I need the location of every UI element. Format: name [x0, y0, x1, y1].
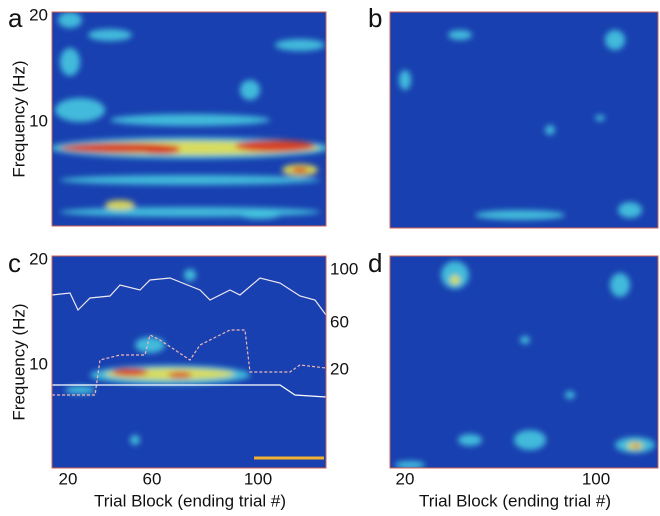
power-blob	[110, 114, 270, 126]
power-blob	[399, 70, 411, 90]
x-tick-label: 20	[396, 469, 415, 488]
power-blob	[595, 115, 605, 121]
power-blob	[65, 386, 95, 394]
power-blob	[88, 29, 132, 41]
y-tick-label: 10	[29, 111, 48, 130]
power-blob	[60, 207, 320, 217]
spectrogram	[52, 256, 326, 468]
power-blob	[112, 368, 148, 376]
power-blob	[184, 269, 196, 281]
spectrogram	[52, 12, 326, 226]
x-axis-label: Trial Block (ending trial #)	[94, 491, 286, 510]
x-tick-label: 60	[143, 469, 162, 488]
power-blob	[275, 39, 325, 51]
power-blob	[633, 444, 639, 448]
power-blob	[55, 98, 105, 122]
y-tick-label: 20	[29, 249, 48, 268]
spectrogram-power	[65, 269, 250, 445]
power-blob	[458, 434, 482, 446]
power-blob	[450, 275, 460, 285]
spectrogram-power	[399, 30, 642, 220]
panel-letter: c	[8, 248, 21, 278]
y-axis-label: Frequency (Hz)	[9, 303, 28, 420]
power-blob	[140, 146, 180, 154]
power-blob	[240, 80, 260, 100]
spectrogram	[390, 256, 658, 468]
panel-frame	[51, 255, 327, 469]
power-blob	[168, 372, 192, 378]
panel-frame	[389, 255, 659, 469]
power-blob	[545, 125, 555, 135]
power-blob	[514, 430, 546, 450]
panel-letter: a	[8, 3, 23, 33]
spectrogram-power	[52, 12, 326, 219]
power-blob	[292, 167, 308, 173]
spectrogram	[390, 12, 658, 228]
power-blob	[475, 210, 565, 220]
overlay-line	[52, 329, 326, 396]
power-blob	[395, 461, 425, 468]
x-tick-label: 100	[582, 469, 610, 488]
spectrogram-background	[52, 256, 326, 468]
y-tick-label: 10	[29, 354, 48, 373]
spectrogram-power	[395, 261, 655, 468]
right-tick-label: 60	[330, 312, 349, 331]
x-tick-label: 100	[244, 469, 272, 488]
power-blob	[240, 211, 280, 219]
power-blob	[565, 391, 575, 399]
panel-letter: b	[368, 3, 382, 33]
power-blob	[448, 30, 472, 40]
power-blob	[605, 30, 625, 50]
panel-frame	[389, 11, 659, 229]
power-blob	[130, 435, 140, 445]
power-blob	[135, 337, 165, 353]
power-blob	[235, 140, 315, 152]
panel-letter: d	[368, 248, 382, 278]
y-axis-label: Frequency (Hz)	[9, 60, 28, 177]
power-blob	[105, 200, 135, 210]
overlay-line	[52, 384, 326, 398]
power-blob	[520, 336, 530, 344]
panel-frame	[51, 11, 327, 227]
power-blob	[618, 202, 642, 218]
x-axis-label: Trial Block (ending trial #)	[419, 491, 611, 510]
overlay-line	[52, 277, 326, 316]
power-blob	[610, 273, 630, 297]
power-blob	[58, 12, 82, 28]
power-blob	[60, 48, 80, 76]
power-blob	[60, 175, 320, 185]
right-tick-label: 20	[330, 359, 349, 378]
right-tick-label: 100	[330, 259, 358, 278]
x-tick-label: 20	[59, 469, 78, 488]
y-tick-label: 20	[29, 5, 48, 24]
